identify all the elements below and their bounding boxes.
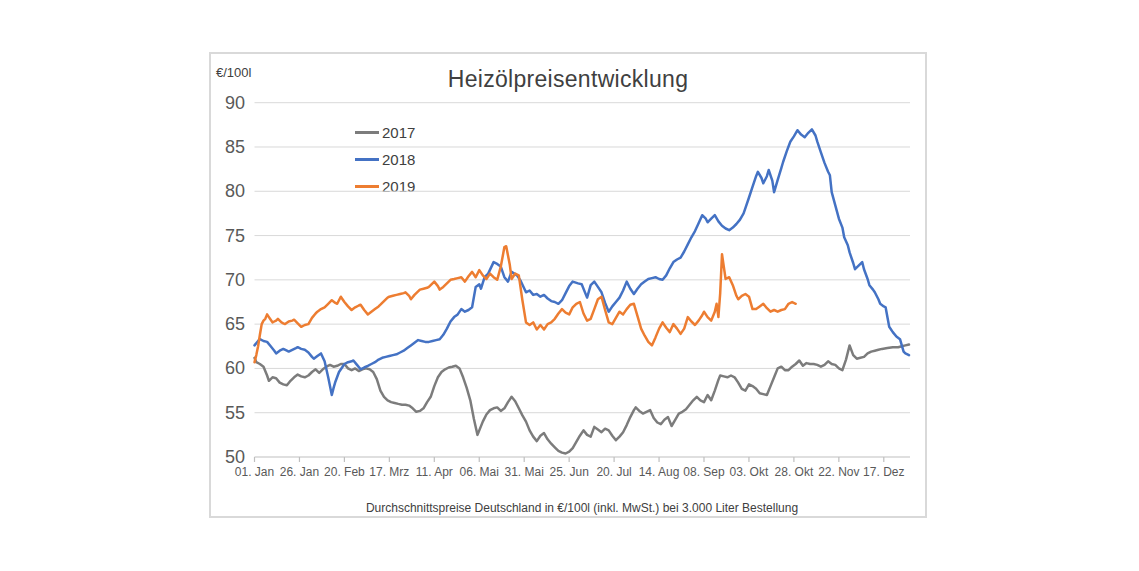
x-tick-label: 26. Jan — [280, 465, 319, 479]
y-tick-label: 90 — [225, 93, 245, 113]
y-tick-label: 70 — [225, 270, 245, 290]
x-tick-label: 01. Jan — [235, 465, 274, 479]
x-tick-label: 20. Feb — [324, 465, 365, 479]
x-tick-label: 14. Aug — [639, 465, 680, 479]
x-tick-label: 08. Sep — [683, 465, 725, 479]
series-line-2019 — [255, 246, 796, 362]
x-tick-label: 06. Mai — [460, 465, 499, 479]
x-tick-label: 11. Apr — [416, 465, 453, 479]
y-tick-label: 80 — [225, 181, 245, 201]
plot-area: 50 55 60 65 70 75 80 85 90 01. Jan 26. Jan 20. Feb 1… — [211, 54, 925, 516]
x-tick-label: 22. Nov — [818, 465, 859, 479]
y-tick-label: 85 — [225, 137, 245, 157]
x-tick-label: 17. Dez — [863, 465, 904, 479]
y-tick-label: 50 — [225, 447, 245, 467]
heating-oil-price-chart: €/100l Heizölpreisentwicklung 2017 2018 … — [209, 52, 927, 518]
y-tick-label: 75 — [225, 226, 245, 246]
x-tick-label: 28. Okt — [775, 465, 814, 479]
x-tick-label: 31. Mai — [505, 465, 544, 479]
y-tick-label: 65 — [225, 314, 245, 334]
x-tick-label: 25. Jun — [549, 465, 588, 479]
series-line-2018 — [255, 129, 910, 395]
y-tick-label: 55 — [225, 403, 245, 423]
x-tick-label: 17. Mrz — [369, 465, 409, 479]
x-tick-label: 20. Jul — [596, 465, 631, 479]
x-tick-label: 03. Okt — [730, 465, 769, 479]
y-tick-label: 60 — [225, 358, 245, 378]
chart-caption: Durchschnittspreise Deutschland in €/100… — [254, 501, 910, 515]
page: €/100l Heizölpreisentwicklung 2017 2018 … — [0, 0, 1139, 571]
